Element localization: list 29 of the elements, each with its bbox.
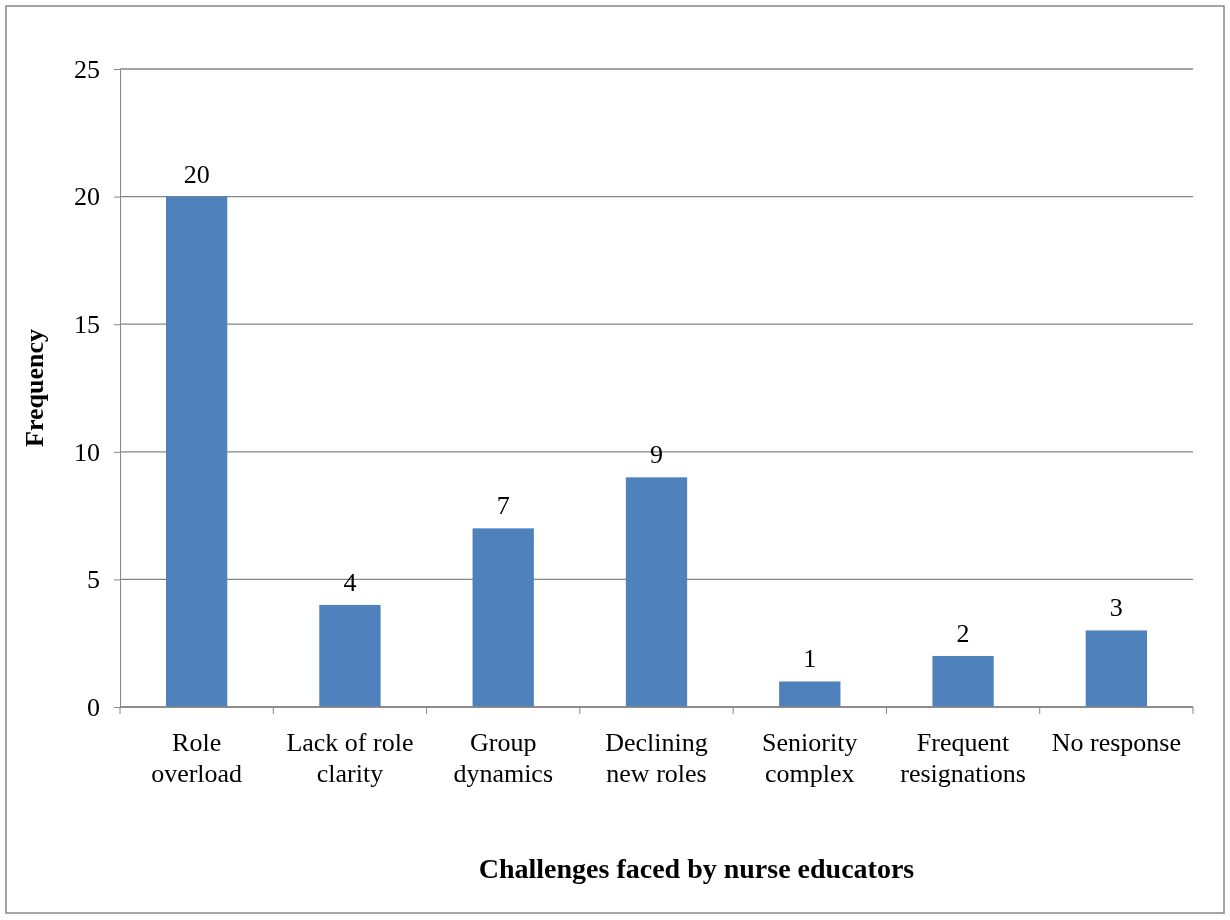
y-axis-title: Frequency [20,329,49,447]
y-tick-label: 0 [87,692,100,722]
x-axis-title: Challenges faced by nurse educators [478,853,915,884]
x-tick-label: No response [1051,728,1181,757]
x-tick-label: Role overload [151,728,243,788]
data-label: 4 [343,567,357,597]
data-label: 2 [956,618,970,648]
x-tick-label: Group dynamics [453,728,554,788]
y-tick-label: 20 [74,182,100,212]
bar [779,681,841,707]
data-label: 3 [1109,593,1123,623]
y-tick-label: 5 [87,565,100,595]
y-tick-label: 15 [74,310,100,340]
bar [932,655,994,707]
x-tick-label: Lack of role clarity [286,728,414,788]
x-tick-label: Seniority complex [762,728,858,788]
bar [165,196,228,707]
y-tick-label: 25 [74,54,100,84]
data-label: 20 [183,159,210,189]
x-tick-label: Frequent resignations [900,728,1026,788]
bar [625,477,688,707]
bar [1085,630,1148,707]
x-tick-label: Declining new roles [605,728,708,788]
y-tick-label: 10 [74,437,100,467]
data-label: 9 [650,440,663,470]
bar [472,528,534,707]
bar [319,604,381,707]
data-label: 1 [803,644,817,674]
data-label: 7 [496,491,510,521]
